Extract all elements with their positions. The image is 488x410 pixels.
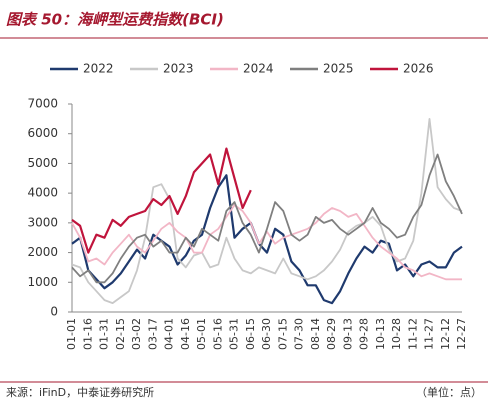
chart-title: 图表 50：海岬型运费指数(BCI) <box>6 11 224 29</box>
x-tick-label: 01-31 <box>98 318 111 350</box>
x-tick-label: 10-13 <box>374 318 387 350</box>
y-tick-label: 6000 <box>27 126 58 140</box>
legend-label: 2025 <box>323 62 354 76</box>
y-tick-label: 2000 <box>27 245 58 259</box>
x-tick-label: 03-02 <box>130 318 143 350</box>
legend-label: 2026 <box>403 62 434 76</box>
x-tick-label: 01-16 <box>81 318 94 350</box>
series-line <box>71 147 252 254</box>
x-tick-label: 06-15 <box>244 318 257 350</box>
x-tick-label: 03-17 <box>146 318 159 350</box>
series-line <box>71 118 463 304</box>
series-line <box>71 204 462 281</box>
unit-note: （单位：点） <box>416 385 482 399</box>
source-note: 来源：iFinD，中泰证券研究所 <box>6 385 154 399</box>
x-tick-label: 04-01 <box>163 318 176 350</box>
x-tick-label: 01-01 <box>65 318 78 350</box>
y-tick-label: 3000 <box>27 215 58 229</box>
x-tick-label: 07-30 <box>293 318 306 350</box>
legend-label: 2023 <box>163 62 194 76</box>
y-tick-label: 0 <box>50 305 58 319</box>
series-line <box>71 174 463 305</box>
x-tick-label: 09-28 <box>358 318 371 350</box>
x-tick-label: 08-14 <box>309 318 322 350</box>
x-tick-label: 06-30 <box>260 318 273 350</box>
x-tick-label: 07-15 <box>276 318 289 350</box>
x-tick-label: 05-31 <box>228 318 241 350</box>
x-tick-label: 11-12 <box>406 318 419 350</box>
x-tick-label: 04-16 <box>179 318 192 350</box>
legend-label: 2022 <box>83 62 114 76</box>
x-tick-label: 02-15 <box>114 318 127 350</box>
x-tick-label: 09-13 <box>341 318 354 350</box>
x-tick-label: 11-27 <box>423 318 436 350</box>
x-tick-label: 05-01 <box>195 318 208 350</box>
y-tick-label: 1000 <box>27 275 58 289</box>
x-tick-label: 05-16 <box>211 318 224 350</box>
y-tick-label: 4000 <box>27 186 58 200</box>
x-tick-label: 08-29 <box>325 318 338 350</box>
legend-label: 2024 <box>243 62 274 76</box>
x-tick-label: 12-27 <box>455 318 468 350</box>
x-tick-label: 12-12 <box>439 318 452 350</box>
y-tick-label: 7000 <box>27 97 58 111</box>
x-tick-label: 10-28 <box>390 318 403 350</box>
y-tick-label: 5000 <box>27 156 58 170</box>
series-line <box>71 153 463 284</box>
